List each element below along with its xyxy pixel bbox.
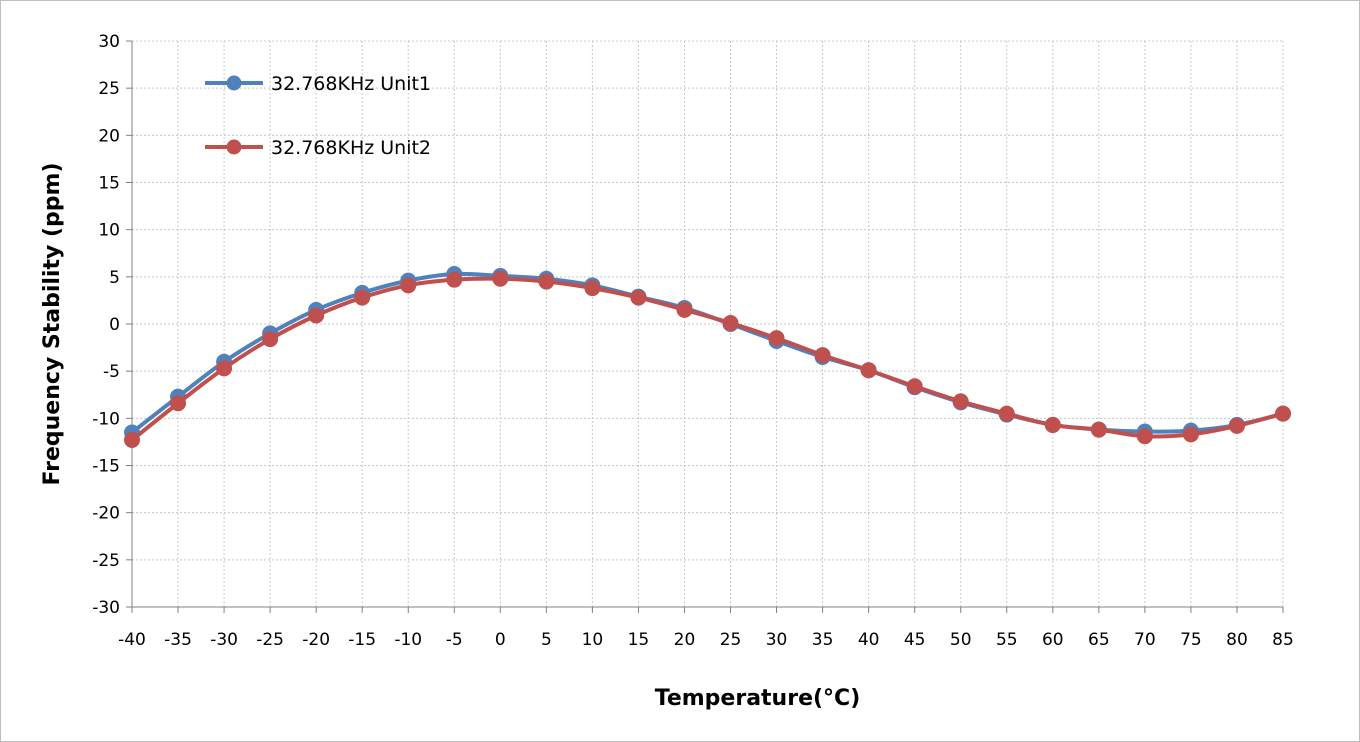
y-tick-label: 25 — [98, 79, 120, 99]
x-tick-label: 35 — [812, 630, 834, 650]
data-point — [1090, 421, 1107, 438]
y-tick-label: -15 — [92, 457, 120, 477]
data-point — [262, 331, 279, 348]
x-tick-label: 0 — [495, 630, 506, 650]
y-tick-label: 20 — [98, 126, 120, 146]
x-tick-label: 45 — [904, 630, 926, 650]
y-tick-label: -25 — [92, 551, 120, 571]
data-point — [814, 347, 831, 364]
data-point — [400, 277, 417, 294]
x-tick-label: 20 — [674, 630, 696, 650]
x-axis-title: Temperature(°C) — [655, 686, 861, 711]
y-tick-label: 10 — [98, 221, 120, 241]
x-tick-label: 80 — [1226, 630, 1248, 650]
x-tick-label: -15 — [348, 630, 376, 650]
x-tick-label: 15 — [628, 630, 650, 650]
legend: 32.768KHz Unit1 32.768KHz Unit2 — [205, 73, 431, 159]
data-point — [354, 289, 371, 306]
legend-item: 32.768KHz Unit2 — [205, 137, 431, 159]
x-tick-label: -10 — [394, 630, 422, 650]
data-point — [1275, 405, 1291, 422]
x-tick-labels: -40 -35 -30 -25 -20 -15 -10 -5 0 5 10 15 20 25 30 35 40 4… — [118, 630, 1294, 650]
data-point — [216, 360, 233, 377]
data-point — [1182, 426, 1199, 443]
series-2 — [124, 270, 1291, 449]
data-point — [446, 271, 463, 288]
x-tick-label: 75 — [1180, 630, 1202, 650]
legend-label: 32.768KHz Unit1 — [271, 73, 431, 95]
data-point — [492, 270, 509, 287]
y-tick-label: -30 — [92, 598, 120, 618]
gridlines — [132, 40, 1284, 607]
x-tick-label: -30 — [210, 630, 238, 650]
series-1 — [124, 266, 1291, 441]
y-tick-label: -5 — [103, 362, 120, 382]
data-point — [124, 432, 140, 449]
data-point — [584, 280, 601, 297]
legend-swatch-marker — [226, 139, 242, 155]
x-tick-label: 70 — [1134, 630, 1156, 650]
legend-label: 32.768KHz Unit2 — [271, 137, 431, 159]
x-tick-label: 10 — [582, 630, 604, 650]
data-point — [952, 393, 969, 410]
x-tick-label: 65 — [1088, 630, 1110, 650]
y-tick-label: -10 — [92, 409, 120, 429]
data-point — [1228, 417, 1245, 434]
data-point — [630, 289, 647, 306]
data-point — [308, 307, 325, 324]
x-tick-label: 30 — [766, 630, 788, 650]
data-point — [170, 395, 187, 412]
data-point — [998, 405, 1015, 422]
series-line — [130, 271, 1284, 435]
data-point — [676, 301, 693, 318]
data-point — [538, 273, 555, 290]
y-axis-title: Frequency Stability (ppm) — [40, 162, 65, 485]
x-tick-label: -40 — [118, 630, 146, 650]
data-point — [722, 315, 739, 332]
series-line — [130, 276, 1284, 442]
data-point — [1044, 416, 1061, 433]
x-tick-label: -25 — [256, 630, 284, 650]
data-point — [1136, 428, 1153, 445]
data-point — [768, 330, 785, 347]
y-tick-label: 5 — [109, 268, 120, 288]
x-tick-label: -20 — [302, 630, 330, 650]
x-tick-label: 25 — [720, 630, 742, 650]
axes — [126, 40, 1284, 613]
y-tick-label: 30 — [98, 32, 120, 52]
legend-item: 32.768KHz Unit1 — [205, 73, 431, 95]
series — [124, 266, 1291, 449]
x-tick-label: 60 — [1042, 630, 1064, 650]
y-tick-labels: 30 25 20 15 10 5 0 -5 -10 -15 -20 -25 -30 — [92, 32, 120, 618]
x-tick-label: 85 — [1272, 630, 1294, 650]
y-tick-label: 15 — [98, 174, 120, 194]
x-tick-label: 55 — [996, 630, 1018, 650]
x-tick-label: 40 — [858, 630, 880, 650]
x-tick-label: 50 — [950, 630, 972, 650]
y-tick-label: -20 — [92, 504, 120, 524]
x-tick-label: -5 — [446, 630, 463, 650]
x-tick-label: -35 — [164, 630, 192, 650]
x-tick-label: 5 — [541, 630, 552, 650]
data-point — [860, 362, 877, 379]
legend-swatch-marker — [226, 75, 242, 91]
data-point — [906, 378, 923, 395]
y-tick-label: 0 — [109, 315, 120, 335]
